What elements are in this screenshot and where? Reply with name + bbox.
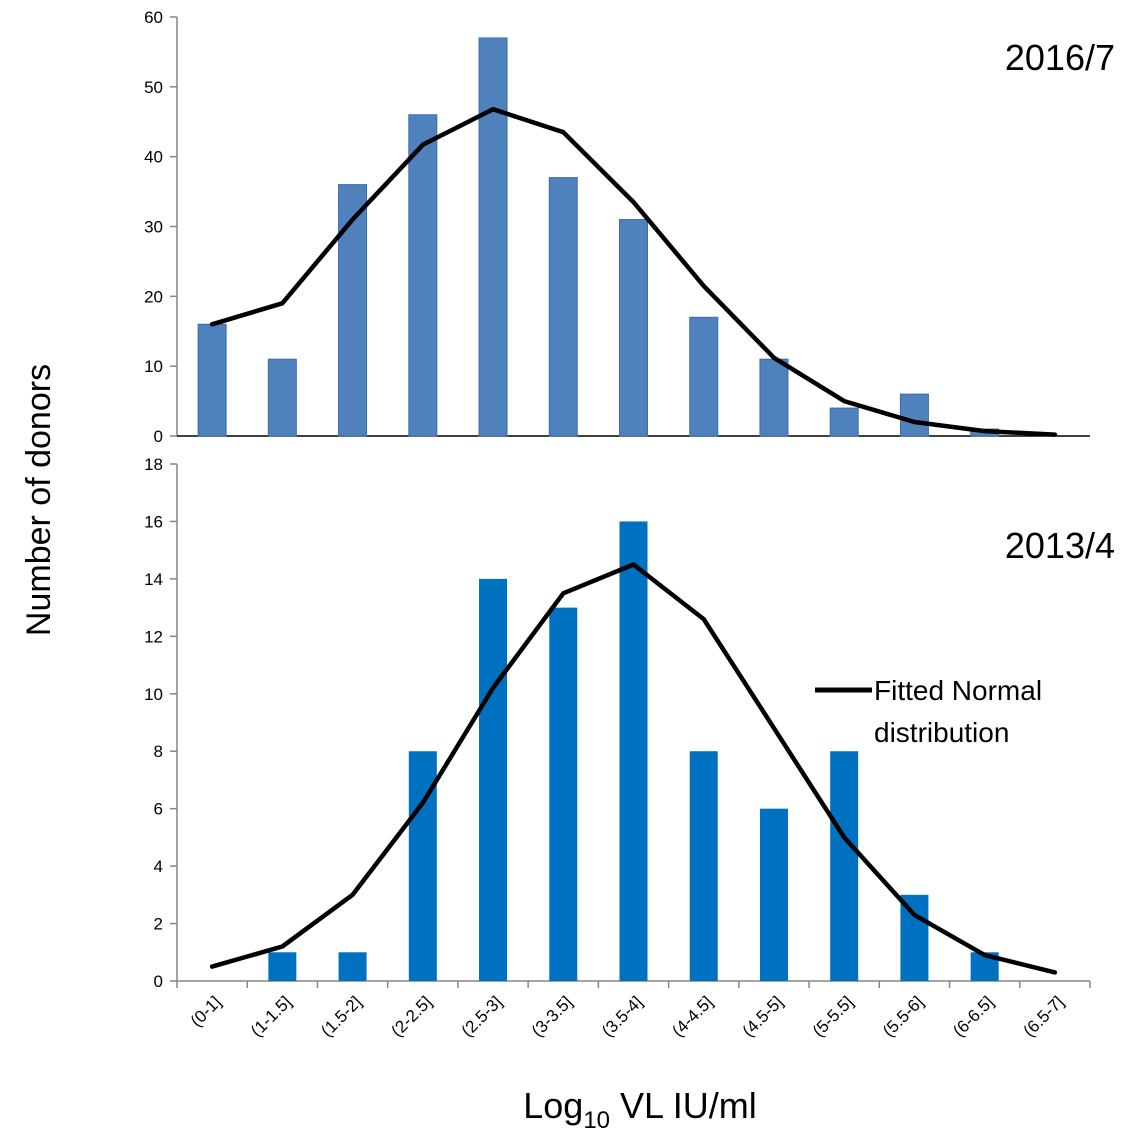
x-category-label: (5.5-6] [879,992,927,1040]
y-tick-label-bottom: 18 [144,455,163,474]
bar-bottom-4 [479,578,508,981]
y-tick-label-top: 10 [144,357,163,376]
x-category-label: (0-1] [187,992,225,1030]
fitted-normal-line-bottom [209,562,1058,975]
x-category-label: (5-5.5] [809,992,857,1040]
y-tick-label-top: 0 [154,427,163,446]
bar-top-10 [899,393,929,437]
y-tick-label-bottom: 4 [154,857,163,876]
panel-title-bottom: 2013/4 [1005,525,1115,566]
bar-top-1 [267,358,297,437]
x-axis-title-rest: VL IU/ml [610,1085,757,1126]
x-category-label: (4.5-5] [739,992,787,1040]
bar-top-2 [338,184,368,437]
y-tick-label-bottom: 8 [154,742,163,761]
bar-bottom-1 [268,952,297,981]
fitted-normal-line-top [209,106,1058,437]
legend: Fitted Normal distribution [815,675,1042,748]
y-tick-label-top: 20 [144,287,163,306]
x-category-label: (4-4.5] [668,992,716,1040]
y-tick-label-bottom: 6 [154,800,163,819]
legend-label-line1: Fitted Normal [874,675,1042,706]
legend-label-line2: distribution [874,717,1009,748]
bar-top-9 [829,407,859,437]
y-tick-label-bottom: 10 [144,685,163,704]
x-category-label: (3-3.5] [528,992,576,1040]
x-axis-title: Log10 VL IU/ml [523,1085,756,1134]
y-tick-label-bottom: 14 [144,570,163,589]
bar-top-4 [478,37,508,437]
bar-top-0 [197,323,227,437]
bar-bottom-7 [689,751,718,981]
x-category-label: (6.5-7] [1020,992,1068,1040]
y-tick-label-top: 40 [144,148,163,167]
x-axis-title-subscript: 10 [583,1107,610,1134]
bar-bottom-5 [549,607,578,981]
x-category-label: (2.5-3] [458,992,506,1040]
bar-bottom-8 [759,808,788,981]
bar-top-8 [759,358,789,437]
bar-top-5 [548,177,578,437]
bar-top-6 [619,219,648,437]
y-axis-title: Number of donors [20,364,58,636]
y-tick-label-bottom: 12 [144,627,163,646]
y-tick-label-top: 50 [144,78,163,97]
y-tick-label-top: 60 [144,8,163,27]
bar-top-3 [408,114,438,437]
y-tick-label-bottom: 0 [154,972,163,991]
bar-top-7 [689,316,719,437]
bar-bottom-9 [830,751,859,981]
panel-title-top: 2016/7 [1005,37,1115,78]
bar-bottom-2 [338,952,367,981]
x-category-label: (1-1.5] [247,992,295,1040]
bar-bottom-6 [619,521,648,981]
y-tick-label-bottom: 2 [154,915,163,934]
x-axis-title-base: Log [523,1085,583,1126]
y-tick-label-bottom: 16 [144,512,163,531]
x-category-label: (1.5-2] [317,992,365,1040]
x-category-label: (2-2.5] [387,992,435,1040]
x-category-label: (3.5-4] [598,992,646,1040]
bar-bottom-10 [900,894,929,981]
panel-2016-7: 0 10 20 30 40 50 60 [144,8,1090,446]
y-tick-label-top: 30 [144,218,163,237]
x-category-label: (6-6.5] [949,992,997,1040]
